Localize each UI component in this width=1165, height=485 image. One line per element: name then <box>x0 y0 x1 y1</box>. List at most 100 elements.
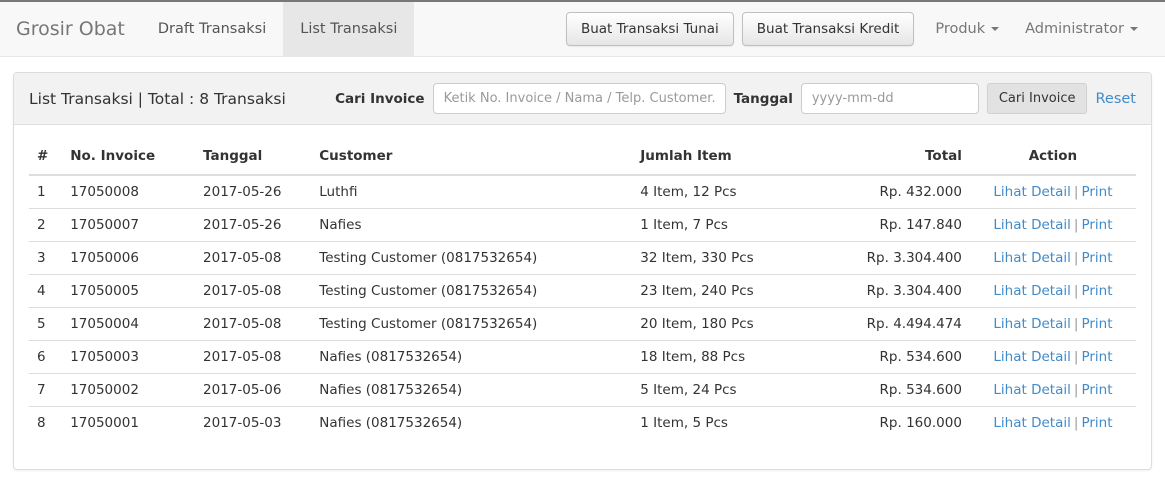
lihat-detail-link[interactable]: Lihat Detail <box>993 283 1071 299</box>
navbar-right: Buat Transaksi Tunai Buat Transaksi Kred… <box>565 2 1165 56</box>
cari-invoice-button[interactable]: Cari Invoice <box>986 83 1088 114</box>
row-actions: Lihat Detail | Print <box>969 373 1136 407</box>
action-separator: | <box>1073 250 1079 266</box>
table-row: 3 17050006 2017-05-08 Testing Customer (… <box>29 241 1136 275</box>
panel-title: List Transaksi | Total : 8 Transaksi <box>29 89 286 108</box>
header-number: # <box>29 140 63 176</box>
row-actions: Lihat Detail | Print <box>969 340 1136 374</box>
print-link[interactable]: Print <box>1081 415 1113 431</box>
row-invoice: 17050003 <box>62 340 196 374</box>
row-items: 32 Item, 330 Pcs <box>632 241 826 275</box>
row-number: 3 <box>29 241 63 275</box>
main-content: List Transaksi | Total : 8 Transaksi Car… <box>0 57 1165 485</box>
row-date: 2017-05-26 <box>195 208 312 242</box>
table-body: 1 17050008 2017-05-26 Luthfi 4 Item, 12 … <box>29 175 1136 439</box>
row-date: 2017-05-08 <box>195 274 312 308</box>
lihat-detail-link[interactable]: Lihat Detail <box>993 349 1071 365</box>
lihat-detail-link[interactable]: Lihat Detail <box>993 184 1071 200</box>
row-number: 6 <box>29 340 63 374</box>
row-invoice: 17050002 <box>62 373 196 407</box>
table-row: 2 17050007 2017-05-26 Nafies 1 Item, 7 P… <box>29 208 1136 242</box>
date-label: Tanggal <box>733 90 793 107</box>
row-actions: Lihat Detail | Print <box>969 406 1136 439</box>
row-number: 2 <box>29 208 63 242</box>
row-items: 1 Item, 7 Pcs <box>632 208 826 242</box>
print-link[interactable]: Print <box>1081 349 1113 365</box>
row-number: 5 <box>29 307 63 341</box>
action-separator: | <box>1073 382 1079 398</box>
table-header: # No. Invoice Tanggal Customer Jumlah It… <box>29 140 1136 176</box>
row-total: Rp. 3.304.400 <box>826 241 970 275</box>
panel-body: # No. Invoice Tanggal Customer Jumlah It… <box>14 125 1151 469</box>
row-number: 8 <box>29 406 63 439</box>
row-total: Rp. 534.600 <box>826 340 970 374</box>
action-separator: | <box>1073 184 1079 200</box>
date-input[interactable] <box>800 83 979 114</box>
row-actions: Lihat Detail | Print <box>969 274 1136 308</box>
print-link[interactable]: Print <box>1081 217 1113 233</box>
row-invoice: 17050008 <box>70 184 139 200</box>
navbar: Grosir Obat Draft Transaksi List Transak… <box>0 0 1165 57</box>
row-customer: Nafies (0817532654) <box>311 406 633 439</box>
print-link[interactable]: Print <box>1081 382 1113 398</box>
action-separator: | <box>1073 349 1079 365</box>
row-invoice: 17050007 <box>62 208 196 242</box>
chevron-down-icon <box>991 27 1000 31</box>
filter-form: Cari Invoice Tanggal Cari Invoice Reset <box>335 83 1136 114</box>
row-number: 1 <box>37 184 46 200</box>
print-link[interactable]: Print <box>1081 283 1113 299</box>
lihat-detail-link[interactable]: Lihat Detail <box>993 250 1071 266</box>
lihat-detail-link[interactable]: Lihat Detail <box>993 382 1071 398</box>
row-items: 18 Item, 88 Pcs <box>632 340 826 374</box>
row-items: 4 Item, 12 Pcs <box>640 184 737 200</box>
tab-list-transaksi[interactable]: List Transaksi <box>283 2 415 56</box>
transaction-list-panel: List Transaksi | Total : 8 Transaksi Car… <box>13 72 1152 470</box>
buat-transaksi-tunai-button[interactable]: Buat Transaksi Tunai <box>565 12 734 46</box>
print-link[interactable]: Print <box>1081 316 1113 332</box>
produk-dropdown-label: Produk <box>935 21 986 37</box>
table-row: 8 17050001 2017-05-03 Nafies (0817532654… <box>29 406 1136 439</box>
print-link[interactable]: Print <box>1081 184 1113 200</box>
table-row: 5 17050004 2017-05-08 Testing Customer (… <box>29 307 1136 341</box>
administrator-dropdown-label: Administrator <box>1025 21 1124 37</box>
search-invoice-input[interactable] <box>432 83 726 114</box>
print-link[interactable]: Print <box>1081 250 1113 266</box>
row-date: 2017-05-03 <box>195 406 312 439</box>
header-customer: Customer <box>311 140 633 176</box>
lihat-detail-link[interactable]: Lihat Detail <box>993 316 1071 332</box>
row-customer: Testing Customer (0817532654) <box>311 307 633 341</box>
panel-heading: List Transaksi | Total : 8 Transaksi Car… <box>14 73 1151 125</box>
chevron-down-icon <box>1130 27 1138 31</box>
row-invoice: 17050001 <box>62 406 196 439</box>
brand-logo[interactable]: Grosir Obat <box>16 18 125 40</box>
table-row: 4 17050005 2017-05-08 Testing Customer (… <box>29 274 1136 308</box>
row-customer: Testing Customer (0817532654) <box>311 241 633 275</box>
row-total: Rp. 534.600 <box>826 373 970 407</box>
reset-link[interactable]: Reset <box>1095 90 1136 107</box>
header-no-invoice: No. Invoice <box>62 140 196 176</box>
row-date: 2017-05-26 <box>203 184 282 200</box>
row-items: 20 Item, 180 Pcs <box>632 307 826 341</box>
row-date: 2017-05-08 <box>195 307 312 341</box>
administrator-dropdown[interactable]: Administrator <box>1012 21 1151 37</box>
tab-draft-transaksi[interactable]: Draft Transaksi <box>157 21 267 37</box>
lihat-detail-link[interactable]: Lihat Detail <box>993 415 1071 431</box>
row-total: Rp. 147.840 <box>826 208 970 242</box>
row-total: Rp. 3.304.400 <box>826 274 970 308</box>
header-jumlah-item: Jumlah Item <box>632 140 826 176</box>
produk-dropdown[interactable]: Produk <box>922 21 1012 37</box>
row-actions: Lihat Detail | Print <box>969 208 1136 242</box>
row-customer: Nafies (0817532654) <box>311 373 633 407</box>
row-items: 23 Item, 240 Pcs <box>632 274 826 308</box>
lihat-detail-link[interactable]: Lihat Detail <box>993 217 1071 233</box>
row-date: 2017-05-06 <box>195 373 312 407</box>
buat-transaksi-kredit-button[interactable]: Buat Transaksi Kredit <box>741 12 915 46</box>
table-row: 1 17050008 2017-05-26 Luthfi 4 Item, 12 … <box>29 175 1136 209</box>
row-invoice: 17050004 <box>62 307 196 341</box>
row-customer: Luthfi <box>319 184 358 200</box>
row-total: Rp. 4.494.474 <box>826 307 970 341</box>
row-invoice: 17050006 <box>62 241 196 275</box>
table-row: 6 17050003 2017-05-08 Nafies (0817532654… <box>29 340 1136 374</box>
action-separator: | <box>1073 217 1079 233</box>
action-separator: | <box>1073 283 1079 299</box>
